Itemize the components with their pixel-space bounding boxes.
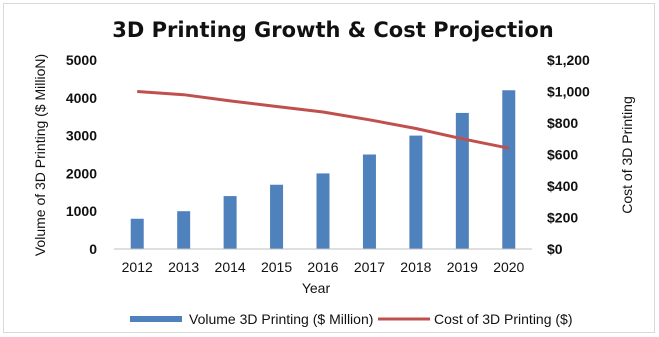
legend-label-volume: Volume 3D Printing ($ Million) [189,311,373,327]
x-axis-ticks: 2012 2013 2014 2015 2016 2017 2018 2019 2020 [122,259,525,275]
bar [177,211,191,249]
x-tick-label: 2017 [354,259,385,275]
y-axis-label: Volume of 3D Printing ($ MillioN) [32,54,48,256]
y-tick-label: 5000 [66,52,97,68]
y2-tick-label: $600 [547,147,578,163]
chart-frame [3,3,655,333]
y2-axis-label: Cost of 3D Printing [619,96,635,214]
y2-axis-ticks: $0 $200 $400 $600 $800 $1,000 $1,200 [547,52,590,257]
y2-tick-label: $1,200 [547,52,590,68]
bar [316,173,330,249]
y2-tick-label: $200 [547,210,578,226]
y2-tick-label: $1,000 [547,84,590,100]
legend-swatch-volume [130,316,182,322]
y-tick-label: 3000 [66,128,97,144]
x-tick-label: 2015 [261,259,292,275]
x-tick-label: 2020 [493,259,524,275]
bar [362,154,376,249]
y2-tick-label: $800 [547,115,578,131]
bar-series [130,90,516,250]
y2-tick-label: $0 [547,241,563,257]
chart-title: 3D Printing Growth & Cost Projection [112,18,554,42]
x-tick-label: 2014 [215,259,246,275]
x-tick-label: 2019 [447,259,478,275]
line-series [137,90,510,150]
legend: Volume 3D Printing ($ Million) Cost of 3… [130,311,573,327]
cost-line [137,90,510,150]
bar [223,196,237,249]
x-tick-label: 2016 [307,259,338,275]
x-tick-label: 2013 [168,259,199,275]
y-axis-ticks: 0 1000 2000 3000 4000 5000 [66,52,97,257]
x-axis-label: Year [302,280,331,296]
y-tick-label: 4000 [66,90,97,106]
y-tick-label: 0 [89,241,97,257]
legend-label-cost: Cost of 3D Printing ($) [434,311,573,327]
bar [502,90,516,250]
y-tick-label: 1000 [66,203,97,219]
x-tick-label: 2012 [122,259,153,275]
bar [455,112,469,249]
bar [270,184,284,249]
y2-tick-label: $400 [547,178,578,194]
bar [409,135,423,249]
x-tick-label: 2018 [400,259,431,275]
y-tick-label: 2000 [66,165,97,181]
bar [130,218,144,249]
